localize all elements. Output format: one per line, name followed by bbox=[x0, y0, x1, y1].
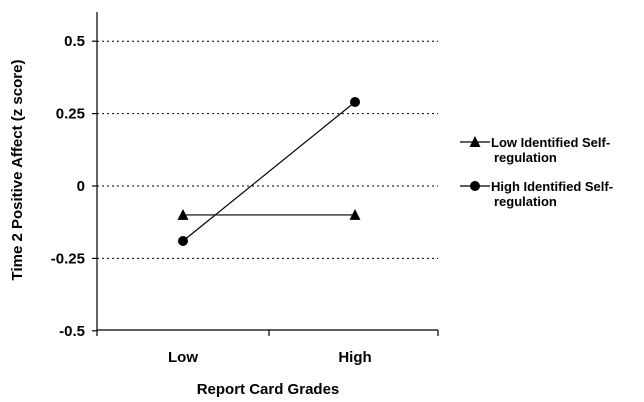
x-tick-label: High bbox=[338, 349, 371, 366]
y-ticks: 0.5 0.25 0 -0.25 -0.5 bbox=[51, 33, 97, 340]
legend-label: High Identified Self- bbox=[491, 179, 613, 194]
legend-label: Low Identified Self- bbox=[491, 135, 610, 150]
legend-triangle-marker bbox=[469, 136, 481, 147]
y-tick-label: -0.25 bbox=[51, 250, 85, 267]
x-axis-title: Report Card Grades bbox=[197, 381, 340, 398]
legend-label: regulation bbox=[494, 150, 557, 165]
series-markers bbox=[177, 97, 361, 247]
y-tick-label: 0.25 bbox=[56, 106, 85, 123]
legend-label: regulation bbox=[494, 194, 557, 209]
legend-circle-marker bbox=[470, 181, 480, 191]
y-axis-title: Time 2 Positive Affect (z score) bbox=[9, 60, 26, 281]
gridlines bbox=[97, 40, 438, 259]
axes: Low High bbox=[96, 12, 439, 366]
data-point-triangle bbox=[177, 209, 189, 220]
x-tick-label: Low bbox=[168, 349, 198, 366]
series-line bbox=[182, 101, 356, 242]
series-lines bbox=[182, 101, 356, 242]
data-point-circle bbox=[178, 236, 188, 247]
data-point-circle bbox=[350, 97, 360, 108]
data-point-triangle bbox=[349, 209, 361, 220]
y-tick-label: 0 bbox=[77, 178, 85, 195]
y-tick-label: 0.5 bbox=[64, 33, 85, 50]
y-tick-label: -0.5 bbox=[59, 323, 85, 340]
